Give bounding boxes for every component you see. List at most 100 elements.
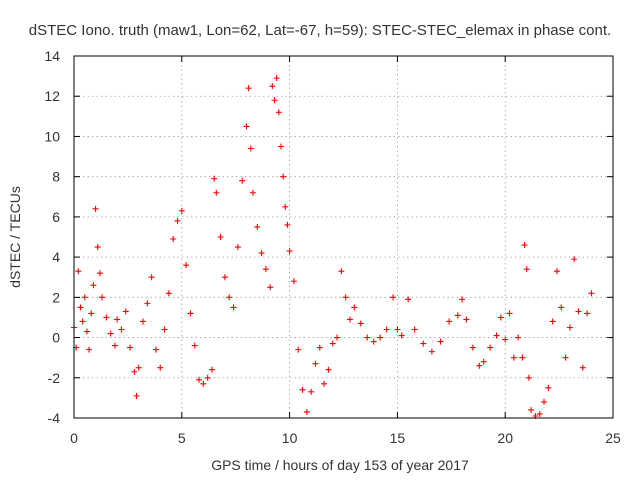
data-point	[334, 334, 341, 341]
data-point	[284, 221, 291, 228]
x-tick-label: 5	[178, 430, 186, 446]
data-point	[157, 364, 164, 371]
data-point	[437, 338, 444, 345]
data-point	[411, 326, 418, 333]
data-point	[249, 189, 256, 196]
data-point	[239, 177, 246, 184]
data-point	[148, 274, 155, 281]
data-point	[217, 234, 224, 240]
data-point	[446, 318, 453, 325]
x-tick-label: 0	[70, 430, 78, 446]
data-point	[245, 85, 252, 92]
data-point	[208, 366, 215, 373]
data-point	[234, 244, 241, 251]
data-point	[187, 310, 194, 317]
data-point	[211, 175, 218, 182]
y-tick-label: 8	[52, 169, 60, 185]
data-point	[258, 250, 265, 257]
data-point	[588, 290, 595, 297]
data-point	[394, 326, 401, 333]
data-point	[321, 380, 328, 387]
y-tick-label: -2	[48, 370, 61, 386]
data-point	[575, 308, 582, 315]
data-point	[161, 326, 168, 333]
data-point	[254, 223, 261, 230]
grid	[74, 56, 613, 418]
data-point	[571, 256, 578, 263]
data-point	[88, 310, 95, 317]
data-point	[118, 326, 125, 333]
data-point	[519, 354, 526, 361]
data-point	[303, 408, 310, 415]
y-tick-label: 14	[44, 48, 60, 64]
data-point	[271, 97, 278, 104]
data-point	[273, 75, 280, 82]
data-point	[81, 294, 88, 301]
data-point	[528, 406, 535, 413]
data-point	[90, 282, 97, 289]
data-point	[502, 336, 509, 343]
x-axis-label: GPS time / hours of day 153 of year 2017	[211, 457, 469, 473]
data-point	[144, 300, 151, 307]
data-point	[487, 344, 494, 351]
data-point	[139, 318, 146, 325]
data-point	[103, 314, 110, 321]
data-point	[553, 268, 560, 275]
y-tick-label: 10	[44, 128, 60, 144]
data-point	[191, 342, 198, 349]
data-point	[213, 189, 220, 196]
data-point	[269, 83, 276, 90]
data-point	[94, 244, 101, 251]
data-point	[275, 109, 282, 116]
data-point	[325, 366, 332, 373]
data-point	[364, 334, 371, 341]
data-point	[510, 354, 517, 361]
x-tick-label: 10	[282, 430, 298, 446]
data-point	[83, 328, 90, 335]
data-point	[122, 308, 129, 315]
data-point	[111, 342, 118, 349]
data-point	[357, 320, 364, 327]
y-tick-label: -4	[48, 410, 61, 426]
data-point	[342, 294, 349, 301]
y-axis-label: dSTEC / TECUs	[7, 186, 23, 288]
data-point	[77, 304, 84, 311]
data-point	[308, 388, 315, 395]
data-point	[243, 123, 250, 130]
x-tick-label: 25	[605, 430, 621, 446]
data-point	[230, 304, 237, 311]
y-tick-label: 4	[52, 249, 60, 265]
data-point	[282, 203, 289, 210]
data-point	[200, 380, 207, 387]
data-point	[428, 348, 435, 355]
data-point	[579, 364, 586, 371]
data-point	[290, 278, 297, 285]
data-point	[131, 368, 138, 375]
data-point	[521, 242, 528, 249]
data-point	[536, 410, 543, 417]
data-point	[420, 340, 427, 347]
data-point	[226, 294, 233, 301]
data-point	[92, 205, 99, 212]
data-point	[493, 332, 500, 339]
data-point	[338, 268, 345, 275]
data-point	[469, 344, 476, 351]
data-point	[152, 346, 159, 353]
data-point	[99, 294, 106, 301]
data-point	[114, 316, 121, 323]
data-point	[277, 143, 284, 150]
data-point	[75, 268, 82, 275]
plot-frame	[73, 55, 614, 419]
data-point	[107, 330, 114, 337]
data-point	[454, 312, 461, 319]
data-point	[497, 314, 504, 321]
data-point	[204, 374, 211, 381]
y-tick-label: 2	[52, 289, 60, 305]
data-point	[346, 316, 353, 323]
data-point	[295, 346, 302, 353]
data-point	[398, 332, 405, 339]
data-points	[71, 75, 595, 419]
data-point	[316, 344, 323, 351]
data-point	[584, 310, 591, 317]
data-point	[562, 354, 569, 361]
